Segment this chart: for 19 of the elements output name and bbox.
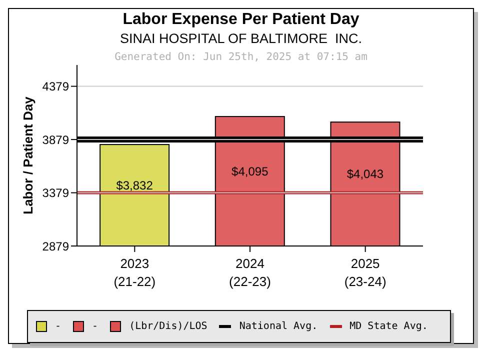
y-tick-label: 3879 <box>42 132 70 147</box>
chart-subtitle: SINAI HOSPITAL OF BALTIMORE INC. <box>118 31 364 46</box>
data-label: $4,095 <box>232 164 269 178</box>
x-tick-label: 2025 (23-24) <box>344 256 386 289</box>
y-tick-label: 4379 <box>42 80 70 94</box>
legend-label: National Avg. <box>239 321 318 332</box>
text: Generated On: Jun 25th, 2025 at 07:15 am <box>114 51 368 63</box>
y-tick-label: 2879 <box>42 239 70 254</box>
x-tick-label: 2023 (21-22) <box>114 256 156 289</box>
legend-label: - <box>55 321 62 332</box>
legend-label: (Lbr/Dis)/LOS <box>129 321 208 332</box>
chart-title: Labor Expense Per Patient Day <box>122 11 360 29</box>
data-label: $4,043 <box>346 167 384 182</box>
y-tick-label: 3379 <box>42 186 70 200</box>
legend-label: - <box>92 321 98 332</box>
y-axis-title: Labor / Patient Day <box>20 96 36 214</box>
x-tick-label: 2024 (22-23) <box>229 256 271 289</box>
legend-label: MD State Avg. <box>350 321 428 332</box>
data-label: $3,832 <box>116 178 154 192</box>
